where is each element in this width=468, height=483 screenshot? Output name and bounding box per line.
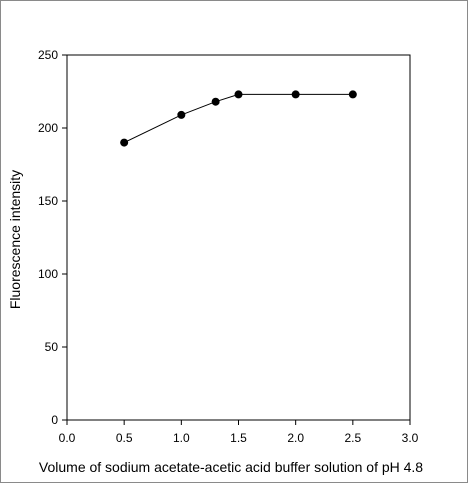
y-tick-label: 150 <box>38 194 58 208</box>
x-tick-label: 1.0 <box>173 431 190 445</box>
y-axis-title: Fluorescence intensity <box>7 170 23 309</box>
y-axis: 0 50 100 150 200 250 <box>38 48 67 427</box>
y-tick-label: 0 <box>51 413 58 427</box>
y-tick-label: 100 <box>38 267 58 281</box>
y-tick-label: 200 <box>38 121 58 135</box>
series-layer <box>120 90 357 147</box>
data-point <box>120 138 129 147</box>
x-axis-title: Volume of sodium acetate-acetic acid buf… <box>39 459 423 475</box>
data-point <box>177 110 186 119</box>
plot-area <box>66 54 411 421</box>
series-line <box>123 93 353 144</box>
x-tick-label: 0.0 <box>59 431 76 445</box>
data-point <box>348 90 357 99</box>
data-point <box>291 90 300 99</box>
y-tick-label: 250 <box>38 48 58 62</box>
data-point <box>211 97 220 106</box>
y-tick-label: 50 <box>45 340 59 354</box>
x-axis: 0.0 0.5 1.0 1.5 2.0 2.5 3.0 <box>59 420 419 445</box>
x-tick-label: 0.5 <box>116 431 133 445</box>
x-tick-label: 3.0 <box>402 431 419 445</box>
x-tick-label: 2.0 <box>287 431 304 445</box>
x-tick-label: 1.5 <box>230 431 247 445</box>
x-tick-label: 2.5 <box>344 431 361 445</box>
data-point <box>234 90 243 99</box>
